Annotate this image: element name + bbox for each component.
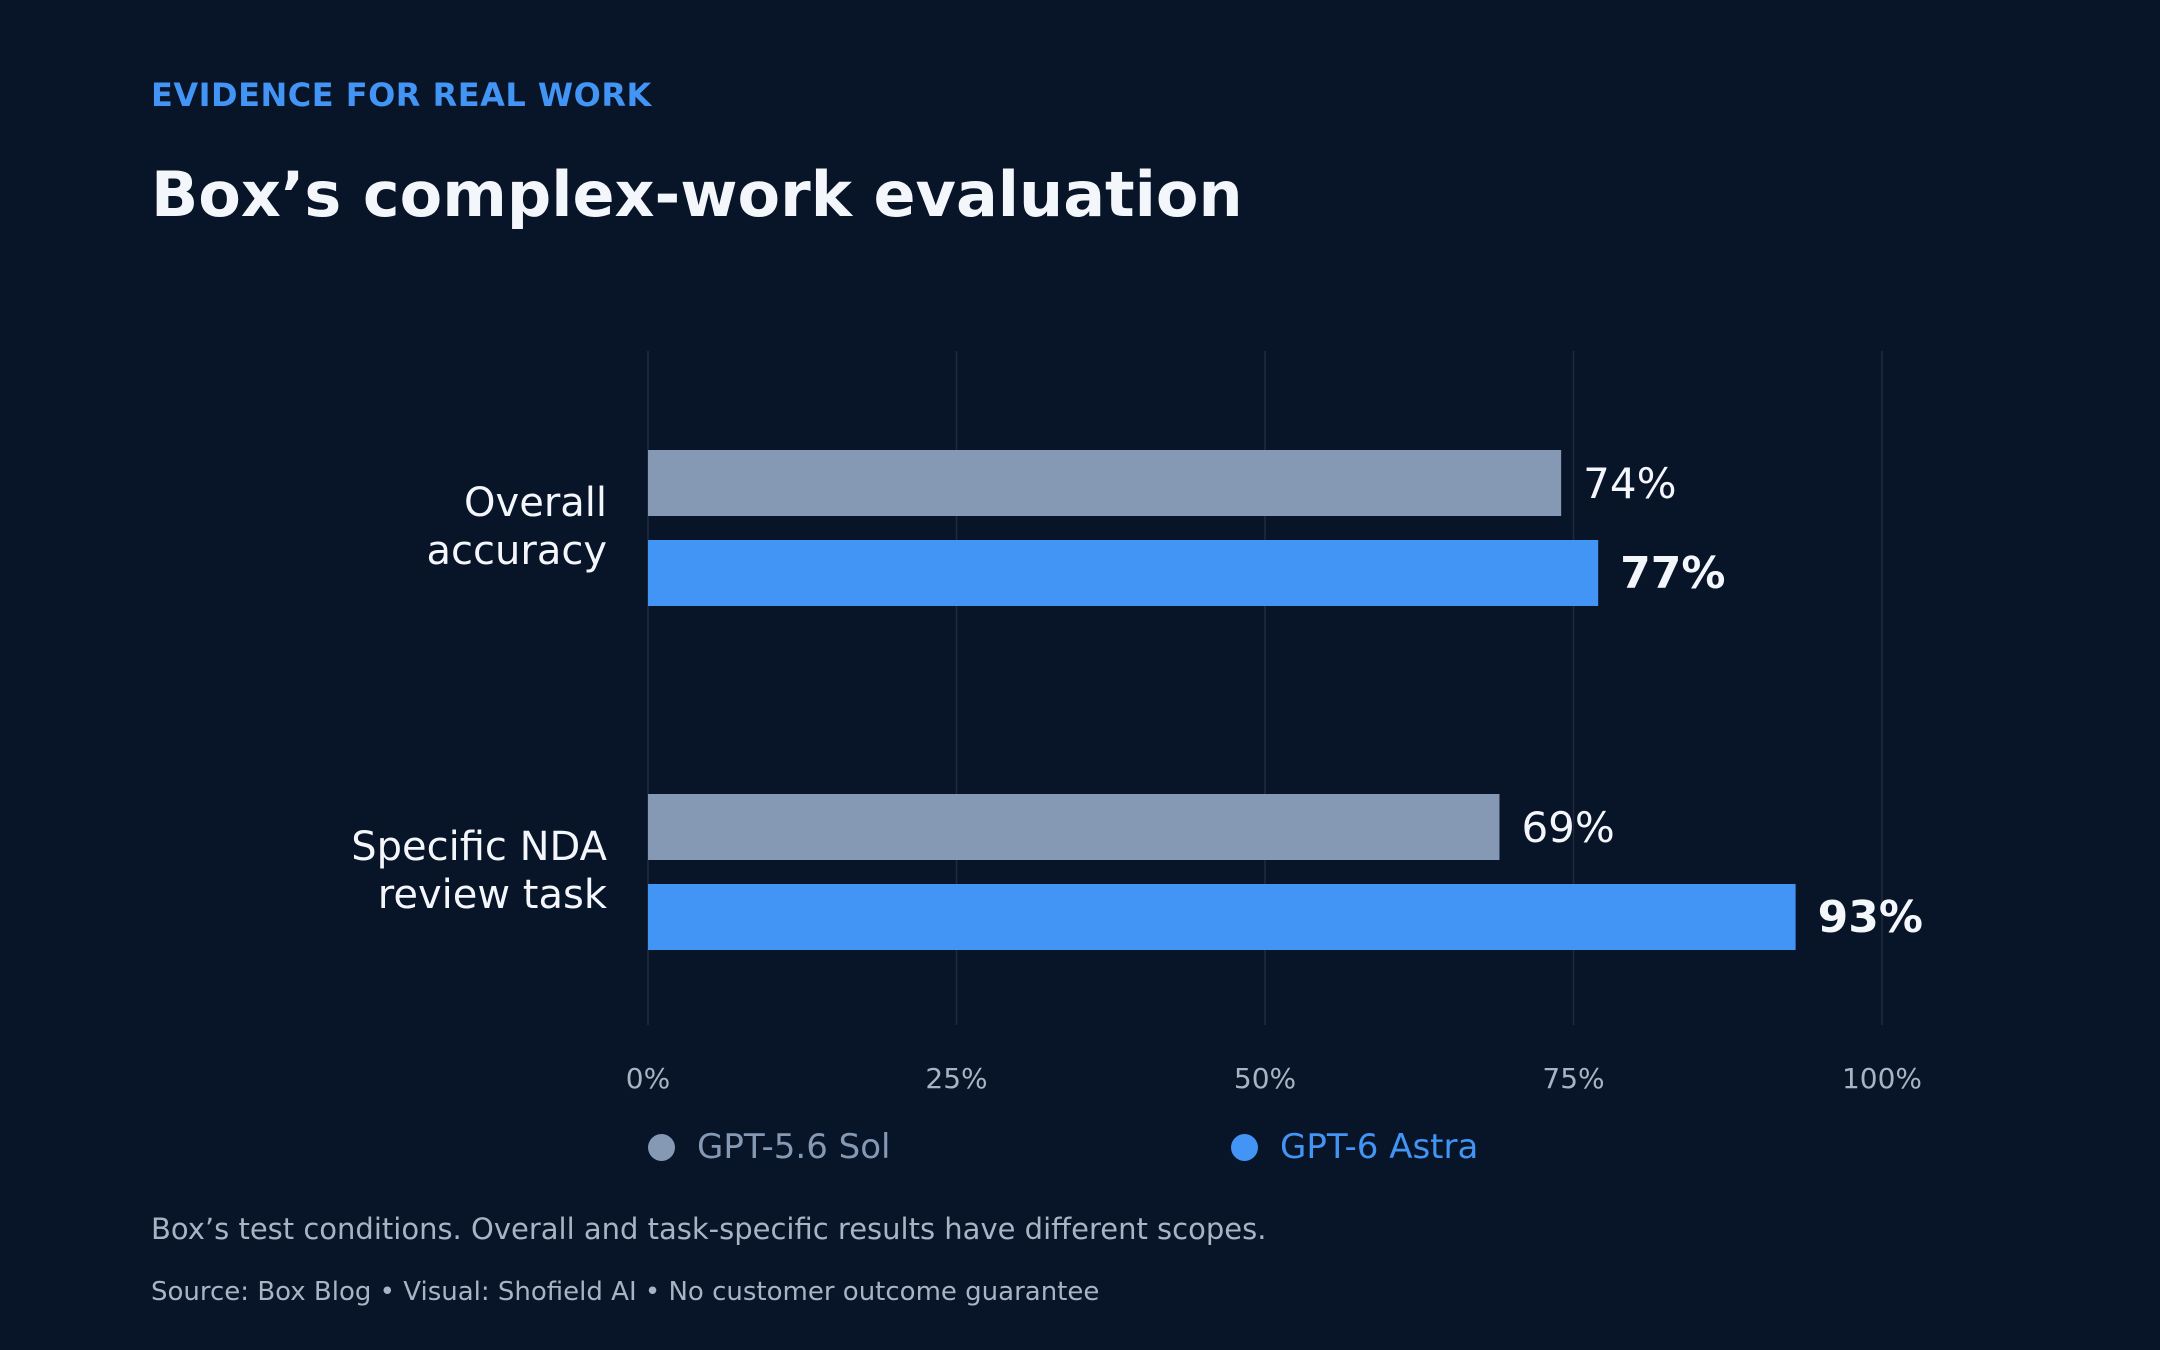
- bar-value-label: 74%: [1583, 459, 1676, 508]
- legend-dot-astra: [1231, 1133, 1258, 1161]
- chart-title: Box’s complex-work evaluation: [151, 158, 1243, 231]
- bar-value-label: 69%: [1521, 803, 1614, 852]
- bar-value-label: 93%: [1818, 892, 1923, 943]
- footnote: Box’s test conditions. Overall and task-…: [151, 1212, 1267, 1246]
- bar-astra: [648, 540, 1599, 606]
- category-label: Overall accuracy: [427, 480, 607, 574]
- x-tick-label: 0%: [626, 1062, 670, 1095]
- x-tick-label: 75%: [1542, 1062, 1604, 1095]
- x-tick-label: 25%: [925, 1062, 987, 1095]
- legend-dot-sol: [648, 1133, 675, 1161]
- eyebrow-label: EVIDENCE FOR REAL WORK: [151, 76, 652, 114]
- bar-astra: [648, 884, 1796, 950]
- legend-item-sol: GPT-5.6 Sol: [648, 1127, 890, 1167]
- x-tick-label: 50%: [1234, 1062, 1296, 1095]
- bar-sol: [648, 450, 1562, 516]
- bar-value-label: 77%: [1620, 548, 1725, 599]
- x-tick-label: 100%: [1842, 1062, 1922, 1095]
- source-line: Source: Box Blog • Visual: Shofield AI •…: [151, 1277, 1100, 1307]
- legend-item-astra: GPT-6 Astra: [1231, 1127, 1478, 1167]
- category-label: Specific NDA review task: [351, 824, 608, 918]
- legend-label-astra: GPT-6 Astra: [1280, 1127, 1479, 1167]
- bar-sol: [648, 794, 1500, 860]
- legend-label-sol: GPT-5.6 Sol: [697, 1127, 891, 1167]
